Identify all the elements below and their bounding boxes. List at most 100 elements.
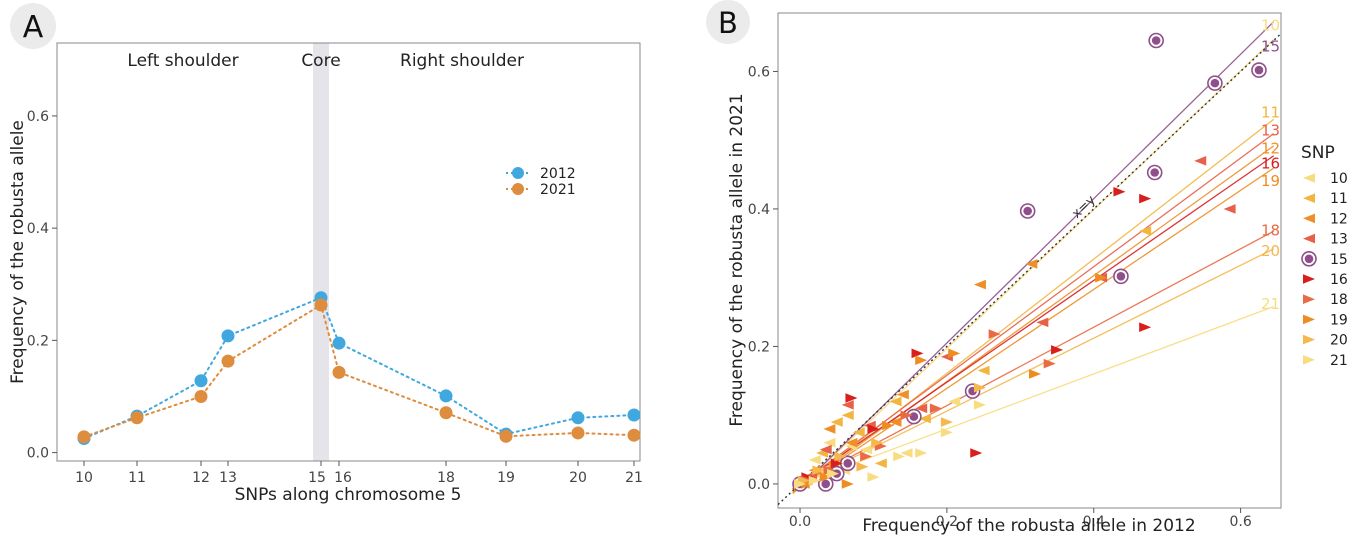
region-label-right-shoulder: Right shoulder bbox=[400, 51, 524, 71]
b-point-19-5 bbox=[948, 348, 961, 359]
legend-label-12: 12 bbox=[1330, 211, 1348, 227]
legend-label-10: 10 bbox=[1330, 171, 1348, 187]
b-point-20-3 bbox=[856, 461, 869, 472]
panel-a-series bbox=[77, 291, 641, 446]
panel-a-y-axis: 0.0 0.2 0.4 0.6 bbox=[27, 109, 57, 462]
a-y-tick-label-2: 0.4 bbox=[27, 221, 49, 237]
b-point-12-3 bbox=[845, 437, 858, 448]
b-point-20-2 bbox=[834, 451, 847, 462]
b-point-21-0 bbox=[794, 479, 807, 489]
panel-a-plot-frame bbox=[56, 42, 641, 462]
b-point-18-7 bbox=[1043, 358, 1056, 369]
b-point-20-4 bbox=[871, 437, 884, 448]
panel-b-plot-frame bbox=[777, 12, 1282, 509]
b-x-tick-label-1: 0.2 bbox=[936, 514, 958, 530]
legend-label-18: 18 bbox=[1330, 292, 1348, 308]
legend-2021-label: 2021 bbox=[540, 182, 576, 198]
panel-a-x-axis-title: SNPs along chromosome 5 bbox=[235, 485, 462, 505]
legend-title: SNP bbox=[1301, 143, 1335, 163]
a-point-2021-15 bbox=[314, 298, 328, 312]
b-fit-line-11 bbox=[792, 118, 1275, 494]
legend-label-19: 19 bbox=[1330, 312, 1348, 328]
region-label-core: Core bbox=[301, 51, 340, 71]
panel-b-label: B bbox=[718, 6, 738, 40]
b-point-11-8 bbox=[874, 458, 887, 469]
legend-label-13: 13 bbox=[1330, 232, 1348, 248]
b-point-19-6 bbox=[1029, 369, 1042, 379]
b-point-12-5 bbox=[896, 389, 909, 400]
b-x-tick-label-0: 0.0 bbox=[789, 514, 811, 530]
b-point-20-6 bbox=[973, 382, 986, 393]
b-point-13-8 bbox=[1194, 156, 1207, 166]
legend-entries: 10 11 12 13 15 16 18 19 20 21 bbox=[1301, 171, 1348, 369]
b-point-15-10 bbox=[1207, 75, 1223, 91]
b-point-19-2 bbox=[841, 479, 854, 489]
panel-b-regression-lines bbox=[792, 21, 1275, 495]
b-point-11-2 bbox=[830, 417, 843, 427]
b-point-21-5 bbox=[915, 448, 928, 458]
b-line-label-11: 11 bbox=[1261, 104, 1280, 122]
b-point-16-3 bbox=[867, 424, 880, 434]
b-line-label-18: 18 bbox=[1261, 221, 1280, 239]
legend-label-21: 21 bbox=[1330, 353, 1348, 369]
a-y-tick-label-0: 0.0 bbox=[27, 446, 49, 462]
b-point-15-7-dot bbox=[1116, 272, 1126, 281]
legend-marker-18 bbox=[1303, 294, 1315, 304]
b-point-12-6 bbox=[973, 279, 986, 290]
a-point-2021-21 bbox=[627, 428, 641, 442]
b-point-18-6 bbox=[988, 329, 1001, 339]
b-point-18-5 bbox=[929, 403, 942, 414]
a-point-2021-12 bbox=[194, 389, 208, 403]
b-line-label-19: 19 bbox=[1261, 172, 1280, 190]
b-point-15-1-dot bbox=[821, 479, 831, 489]
legend-2021-marker bbox=[512, 183, 524, 195]
b-x-tick-label-3: 0.6 bbox=[1229, 514, 1251, 530]
b-point-12-8 bbox=[823, 424, 836, 434]
legend-marker-11 bbox=[1303, 193, 1315, 203]
a-x-tick-label-8: 20 bbox=[569, 470, 587, 486]
a-point-2021-18 bbox=[439, 406, 453, 420]
legend-label-11: 11 bbox=[1330, 191, 1348, 207]
b-point-21-1 bbox=[808, 475, 821, 486]
b-point-10-9 bbox=[808, 455, 821, 465]
b-point-15-8-dot bbox=[1150, 168, 1159, 177]
panel-b-points bbox=[792, 32, 1267, 492]
b-point-11-3 bbox=[852, 427, 865, 438]
b-point-11-4 bbox=[889, 396, 902, 407]
b-line-label-13: 13 bbox=[1261, 122, 1280, 140]
b-point-13-6 bbox=[1036, 317, 1049, 328]
panel-b: B 0.00.20.40.6 0.0 0.2 0.4 0.6 x=y 10111213… bbox=[706, 0, 1348, 536]
legend-2012-marker bbox=[512, 167, 524, 179]
legend-marker-16 bbox=[1303, 274, 1315, 284]
b-point-13-1 bbox=[819, 444, 832, 455]
b-point-11-6 bbox=[977, 365, 990, 376]
a-y-tick-label-3: 0.6 bbox=[27, 109, 49, 125]
b-point-11-5 bbox=[918, 413, 931, 424]
b-point-21-2 bbox=[827, 468, 840, 479]
b-x-tick-label-2: 0.4 bbox=[1083, 514, 1105, 530]
panel-a-badge bbox=[10, 3, 56, 49]
legend-marker-20 bbox=[1303, 334, 1315, 345]
a-point-2021-11 bbox=[130, 411, 144, 425]
b-point-15-6-dot bbox=[1023, 206, 1032, 216]
b-point-15-4-dot bbox=[909, 412, 919, 421]
panel-a-legend: 2012 2021 bbox=[506, 166, 576, 198]
b-point-18-2 bbox=[860, 451, 873, 462]
a-series-line-2021 bbox=[83, 303, 635, 438]
b-fit-line-20 bbox=[792, 248, 1274, 489]
panel-a-x-axis: 10 11 12 13 15 16 18 19 20 21 bbox=[75, 461, 643, 486]
a-x-tick-label-4: 15 bbox=[308, 470, 326, 486]
panel-b-y-axis-title: Frequency of the robusta allele in 2021 bbox=[727, 93, 747, 426]
b-point-10-7 bbox=[948, 396, 961, 407]
b-point-12-4 bbox=[889, 417, 902, 427]
a-x-tick-label-2: 12 bbox=[192, 470, 210, 486]
b-fit-line-12 bbox=[792, 145, 1275, 494]
legend-2012-label: 2012 bbox=[540, 166, 576, 182]
a-point-2012-13 bbox=[221, 329, 235, 343]
b-point-16-8 bbox=[1139, 193, 1152, 204]
panel-b-x-axis: 0.0 0.2 0.4 0.6 bbox=[789, 508, 1252, 530]
a-x-tick-label-6: 18 bbox=[437, 470, 455, 486]
b-point-11-7 bbox=[1139, 226, 1152, 236]
a-y-tick-label-1: 0.2 bbox=[27, 333, 49, 349]
